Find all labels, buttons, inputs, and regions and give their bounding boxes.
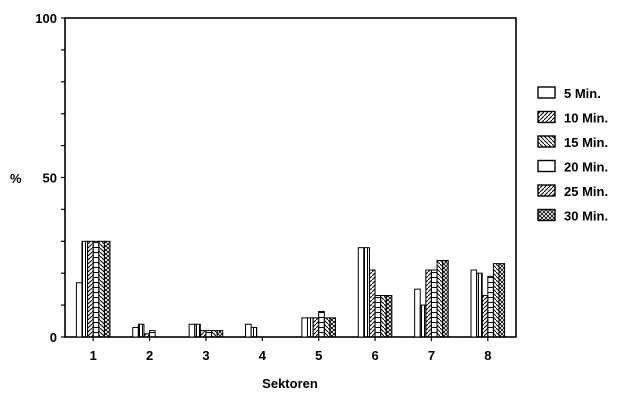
bar-sector-6-series-6 — [385, 295, 393, 338]
x-tick-label: 1 — [90, 348, 97, 363]
bar-sector-7-series-3 — [425, 269, 432, 338]
bar-sector-2-series-3 — [143, 333, 151, 338]
legend-swatch — [537, 184, 556, 197]
y-tick-label: 50 — [43, 171, 57, 186]
legend-swatch — [537, 110, 556, 124]
legend-label: 5 Min. — [564, 86, 601, 101]
bar-sector-3-series-6 — [216, 330, 224, 338]
bar-sector-4-series-1 — [245, 323, 252, 338]
x-tick-label: 4 — [259, 348, 267, 363]
legend-swatch — [537, 159, 556, 173]
bar-sector-3-series-5 — [211, 330, 218, 338]
plot-frame — [64, 17, 517, 338]
bar-sector-3-series-4 — [205, 330, 213, 338]
bar-sector-5-series-5 — [323, 317, 331, 338]
x-axis-label: Sektoren — [262, 376, 318, 391]
x-tick-label: 7 — [428, 348, 435, 363]
bar-sector-1-series-5 — [98, 240, 105, 338]
bar-sector-8-series-6 — [498, 263, 506, 338]
legend-label: 30 Min. — [564, 209, 608, 224]
bar-sector-8-series-2 — [476, 272, 483, 338]
bar-sector-6-series-5 — [380, 295, 387, 338]
y-tick-label: 100 — [35, 11, 57, 26]
bar-sector-1-series-6 — [103, 240, 111, 338]
bar-sector-8-series-1 — [470, 269, 478, 338]
bar-sector-5-series-6 — [329, 317, 336, 338]
legend: 5 Min. 10 Min. 15 Min. 20 Min. 25 Min. 30 Min… — [537, 86, 608, 224]
bar-sector-1-series-2 — [81, 240, 89, 338]
bars — [75, 240, 506, 338]
legend-label: 15 Min. — [564, 135, 608, 150]
legend-swatch — [537, 208, 556, 222]
bar-sector-8-series-5 — [492, 263, 500, 338]
bar-sector-8-series-3 — [481, 295, 489, 338]
bar-sector-7-series-5 — [436, 259, 444, 338]
legend-swatch — [537, 135, 556, 148]
legend-label: 10 Min. — [564, 111, 608, 126]
x-ticks: 1 2 3 4 5 6 7 8 — [90, 337, 491, 363]
bar-sector-7-series-1 — [414, 288, 421, 338]
x-tick-label: 8 — [484, 348, 491, 363]
bar-sector-5-series-3 — [312, 317, 320, 338]
bar-sector-1-series-4 — [92, 240, 100, 338]
bar-sector-2-series-1 — [132, 326, 139, 338]
bar-sector-3-series-3 — [199, 330, 207, 338]
bar-sector-5-series-2 — [306, 317, 314, 338]
bar-sector-6-series-2 — [363, 247, 370, 338]
bar-sector-8-series-4 — [487, 275, 494, 338]
bar-sector-5-series-4 — [318, 310, 325, 338]
bar-sector-4-series-2 — [250, 326, 258, 338]
bar-sector-3-series-2 — [194, 323, 201, 338]
legend-label: 20 Min. — [564, 160, 608, 175]
bar-sector-3-series-1 — [188, 323, 196, 338]
bar-sector-5-series-1 — [301, 317, 308, 338]
legend-label: 25 Min. — [564, 184, 608, 199]
bar-sector-2-series-4 — [149, 330, 156, 338]
x-tick-label: 2 — [146, 348, 153, 363]
y-axis-label: % — [10, 171, 22, 186]
bar-sector-7-series-4 — [430, 269, 438, 338]
x-tick-label: 3 — [202, 348, 209, 363]
bar-sector-2-series-2 — [137, 323, 145, 338]
bar-sector-1-series-1 — [75, 282, 83, 338]
y-tick-label: 0 — [50, 330, 57, 345]
bar-sector-7-series-6 — [442, 259, 449, 338]
bar-sector-1-series-3 — [87, 240, 94, 338]
bar-sector-6-series-1 — [357, 247, 365, 338]
y-ticks: 0 50 100 — [35, 11, 65, 345]
bar-sector-6-series-3 — [368, 269, 376, 338]
x-tick-label: 6 — [371, 348, 378, 363]
bar-sector-7-series-2 — [419, 304, 427, 338]
legend-swatch — [537, 86, 556, 99]
x-tick-label: 5 — [315, 348, 322, 363]
bar-sector-6-series-4 — [374, 295, 382, 338]
